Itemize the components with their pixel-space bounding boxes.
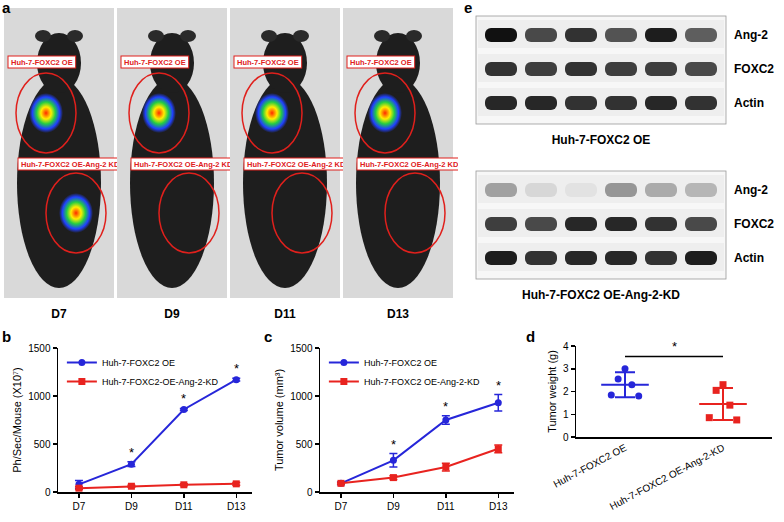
svg-text:Huh-7-FOXC2 OE: Huh-7-FOXC2 OE — [237, 58, 299, 67]
svg-text:D7: D7 — [51, 307, 67, 321]
svg-text:a: a — [2, 0, 11, 16]
svg-text:D13: D13 — [227, 501, 246, 512]
svg-text:Huh-7-FOXC2 OE-Ang-2 KD: Huh-7-FOXC2 OE-Ang-2 KD — [134, 160, 233, 169]
svg-text:D13: D13 — [387, 307, 409, 321]
svg-text:Tumor volume (mm³): Tumor volume (mm³) — [273, 369, 285, 471]
svg-text:1500: 1500 — [290, 343, 313, 354]
svg-text:Huh-7-FOXC2 OE-Ang-2-KD: Huh-7-FOXC2 OE-Ang-2-KD — [364, 377, 480, 387]
svg-text:Huh-7-FOXC2 OE-Ang-2 KD: Huh-7-FOXC2 OE-Ang-2 KD — [247, 160, 346, 169]
svg-text:Actin: Actin — [734, 96, 764, 110]
svg-text:1000: 1000 — [28, 391, 51, 402]
svg-text:Huh-7-FOXC2-OE-Ang-2-KD: Huh-7-FOXC2-OE-Ang-2-KD — [102, 377, 219, 387]
svg-text:D11: D11 — [274, 307, 296, 321]
svg-text:D11: D11 — [175, 501, 193, 512]
svg-text:FOXC2: FOXC2 — [734, 217, 774, 231]
svg-text:D13: D13 — [489, 501, 508, 512]
svg-text:Huh-7-FOXC2 OE: Huh-7-FOXC2 OE — [350, 58, 412, 67]
svg-text:Actin: Actin — [734, 251, 764, 265]
svg-text:0: 0 — [563, 432, 569, 443]
svg-text:500: 500 — [296, 439, 313, 450]
svg-text:D7: D7 — [73, 501, 86, 512]
svg-text:D9: D9 — [387, 501, 400, 512]
svg-text:Huh-7-FOXC2 OE-Ang-2-KD: Huh-7-FOXC2 OE-Ang-2-KD — [608, 442, 727, 512]
svg-text:Huh-7-FOXC2 OE-Ang-2 KD: Huh-7-FOXC2 OE-Ang-2 KD — [360, 160, 458, 169]
svg-text:4: 4 — [563, 341, 569, 352]
svg-text:*: * — [129, 445, 134, 460]
svg-text:Huh-7-FOXC2 OE: Huh-7-FOXC2 OE — [124, 58, 186, 67]
svg-text:500: 500 — [34, 439, 51, 450]
svg-text:*: * — [391, 437, 396, 452]
svg-text:Huh-7-FOXC2 OE: Huh-7-FOXC2 OE — [102, 358, 175, 368]
svg-text:Huh-7-FOXC2 OE: Huh-7-FOXC2 OE — [11, 58, 73, 67]
svg-text:D7: D7 — [335, 501, 348, 512]
svg-text:1000: 1000 — [290, 391, 313, 402]
svg-text:*: * — [181, 391, 186, 406]
svg-text:Tumor weight (g): Tumor weight (g) — [546, 350, 558, 433]
svg-text:*: * — [496, 378, 501, 393]
html-text:d: d — [526, 328, 536, 345]
svg-text:Huh-7-FOXC2 OE-Ang-2-KD: Huh-7-FOXC2 OE-Ang-2-KD — [522, 288, 680, 302]
svg-text:3: 3 — [563, 363, 569, 374]
svg-text:Ang-2: Ang-2 — [734, 28, 768, 42]
svg-text:Ph/Sec/Mouse (X10⁷): Ph/Sec/Mouse (X10⁷) — [11, 367, 23, 472]
svg-text:1500: 1500 — [28, 343, 51, 354]
svg-text:Huh-7-FOXC2 OE: Huh-7-FOXC2 OE — [551, 442, 628, 490]
svg-text:Ang-2: Ang-2 — [734, 183, 768, 197]
svg-text:2: 2 — [563, 386, 569, 397]
svg-text:FOXC2: FOXC2 — [734, 62, 774, 76]
svg-text:D11: D11 — [437, 501, 455, 512]
svg-text:Huh-7-FOXC2 OE: Huh-7-FOXC2 OE — [364, 358, 437, 368]
svg-text:Huh-7-FOXC2 OE-Ang-2 KD: Huh-7-FOXC2 OE-Ang-2 KD — [21, 160, 120, 169]
html-text:b: b — [2, 328, 12, 345]
svg-text:e: e — [464, 0, 472, 16]
svg-text:0: 0 — [45, 487, 51, 498]
svg-text:0: 0 — [307, 487, 313, 498]
svg-text:1: 1 — [563, 409, 569, 420]
svg-text:*: * — [234, 361, 239, 376]
html-text:c: c — [264, 328, 273, 345]
svg-text:D9: D9 — [125, 501, 138, 512]
svg-text:*: * — [443, 399, 448, 414]
svg-text:Huh-7-FOXC2 OE: Huh-7-FOXC2 OE — [552, 133, 651, 147]
svg-text:D9: D9 — [164, 307, 180, 321]
svg-text:*: * — [672, 339, 677, 354]
